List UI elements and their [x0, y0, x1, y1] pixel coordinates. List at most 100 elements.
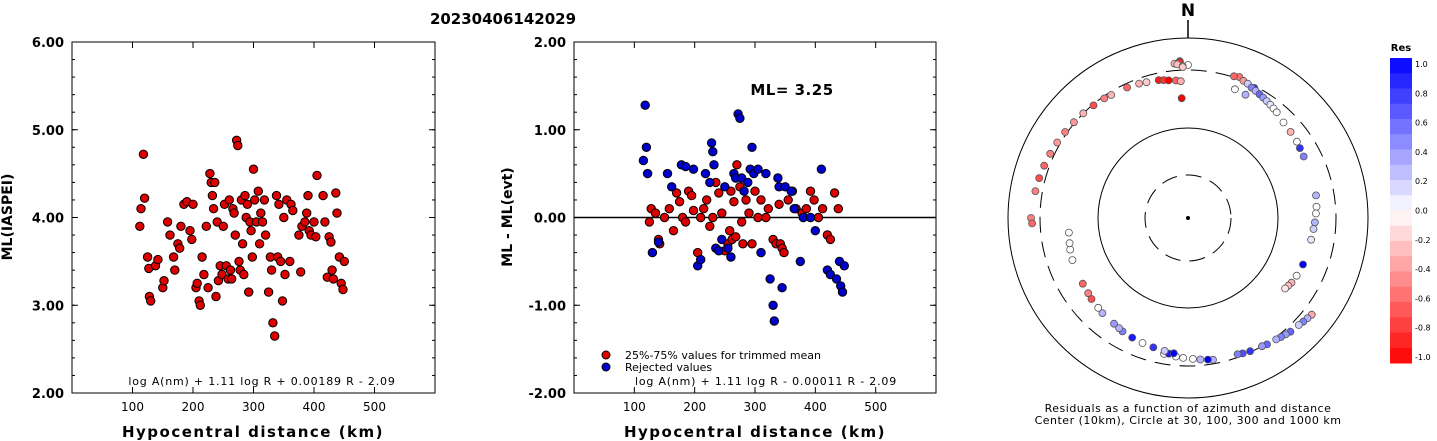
- residual-point: [1040, 161, 1049, 170]
- ring-300km: [1039, 69, 1337, 367]
- scatter-point-1-0: [175, 243, 185, 253]
- scatter-point-1-0: [199, 269, 209, 280]
- scatter-point-1-0: [187, 234, 197, 245]
- scatter-point-1-0: [176, 221, 186, 232]
- scatter-point-1-0: [294, 230, 304, 240]
- scatter-point-1-0: [185, 226, 195, 236]
- scatter-point-1-0: [303, 190, 313, 201]
- scatter-point-1-0: [136, 204, 146, 214]
- residual-point: [1246, 347, 1254, 356]
- scatter-point-1-0: [239, 269, 249, 280]
- residual-point: [1176, 77, 1185, 86]
- scatter-point-1-0: [263, 287, 274, 297]
- residual-point: [1196, 355, 1205, 364]
- scatter-point-2-0: [801, 204, 811, 214]
- scatter-point-2-1: [667, 182, 677, 192]
- scatter-point-2-1: [768, 300, 778, 310]
- colorbar-tick-label: 0.0: [1415, 207, 1428, 216]
- data-points-2: [638, 100, 849, 326]
- residual-point: [1149, 343, 1158, 352]
- scatter-point-2-1: [717, 234, 727, 245]
- scatter-point-2-1: [761, 168, 771, 179]
- polar-caption-line2: Center (10km), Circle at 30, 100, 300 an…: [1035, 414, 1342, 427]
- scatter-point-2-0: [774, 199, 784, 210]
- colorbar-cell: [1390, 164, 1412, 181]
- scatter-point-2-1: [756, 247, 766, 258]
- scatter-point-1-0: [338, 284, 348, 295]
- scatter-point-2-1: [747, 142, 757, 153]
- scatter-point-2-1: [777, 283, 787, 293]
- residual-point: [1100, 94, 1109, 103]
- scatter-point-1-0: [234, 256, 244, 267]
- residual-point: [1293, 137, 1301, 146]
- residual-point: [1068, 256, 1077, 265]
- residual-point: [1061, 128, 1069, 136]
- residual-point: [1296, 144, 1304, 153]
- scatter-point-2-1: [688, 164, 699, 174]
- figure-title: 20230406142029: [430, 10, 576, 28]
- scatter-point-1-0: [339, 256, 349, 267]
- scatter-point-2-0: [699, 204, 709, 214]
- scatter-point-1-0: [256, 208, 266, 218]
- colorbar-cell: [1390, 241, 1412, 257]
- colorbar: Res 1.0 0.8 0.6 0.4 0.2 0.0 -0.2 -0.4 -0.6 -0.8 -1…: [1390, 43, 1431, 364]
- y-tick-label-1: 5.00: [32, 124, 64, 139]
- scatter-point-1-0: [248, 164, 259, 174]
- panel-ml-residual: 100 200 300 400 500 -2.00 -1.00 0.00 1.00 2.00 ML…: [500, 36, 937, 441]
- scatter-point-1-0: [240, 190, 250, 201]
- scatter-point-1-0: [332, 208, 342, 218]
- x-tick-label-2: 200: [683, 400, 706, 414]
- scatter-point-2-1: [816, 164, 827, 174]
- x-tick-label-2: 500: [864, 400, 887, 414]
- colorbar-ticks: 1.0 0.8 0.6 0.4 0.2 0.0 -0.2 -0.4 -0.6 -0.8 -1.0: [1415, 60, 1431, 362]
- colorbar-cell: [1390, 58, 1412, 74]
- scatter-point-1-0: [208, 204, 219, 214]
- residual-point: [1110, 319, 1118, 328]
- epicenter-dot: [1186, 216, 1190, 220]
- scatter-point-1-0: [233, 140, 243, 151]
- residual-point: [1169, 349, 1178, 358]
- legend-marker-trimmed: [601, 350, 611, 360]
- x-tick-label-1: 500: [363, 400, 386, 414]
- y-axis-label-2: ML - ML(evt): [500, 167, 516, 266]
- scatter-point-2-1: [765, 274, 775, 284]
- scatter-point-1-0: [207, 190, 218, 201]
- scatter-point-1-0: [229, 208, 239, 218]
- residual-point: [1053, 138, 1062, 147]
- residual-point: [1272, 108, 1281, 117]
- y-tick-label-2: 0.00: [534, 212, 566, 227]
- scatter-point-2-0: [725, 226, 735, 236]
- residual-point: [1046, 149, 1055, 158]
- residual-point: [1230, 72, 1238, 81]
- x-tick-label-1: 300: [242, 400, 265, 414]
- scatter-point-1-0: [296, 267, 306, 277]
- colorbar-tick-label: 1.0: [1415, 60, 1428, 69]
- scatter-point-1-0: [205, 168, 215, 179]
- colorbar-tick-label: -0.8: [1415, 324, 1431, 333]
- scatter-point-1-0: [327, 265, 337, 275]
- scatter-point-2-1: [647, 247, 658, 258]
- scatter-point-2-1: [735, 113, 745, 124]
- scatter-point-1-0: [312, 170, 322, 181]
- colorbar-cell: [1390, 225, 1412, 242]
- scatter-point-1-0: [277, 296, 288, 306]
- residual-point: [1272, 335, 1281, 344]
- y-tick-label-2: 2.00: [534, 36, 566, 51]
- y-tick-label-2: 1.00: [534, 124, 566, 139]
- residual-point: [1070, 118, 1078, 127]
- residual-point: [1286, 127, 1295, 136]
- residual-point: [1312, 202, 1321, 211]
- colorbar-tick-label: 0.4: [1415, 148, 1428, 157]
- colorbar-tick-label: -1.0: [1415, 353, 1431, 362]
- scatter-point-1-0: [218, 221, 229, 232]
- residual-point: [1189, 354, 1197, 363]
- residual-point: [1065, 239, 1074, 248]
- scatter-point-2-0: [825, 234, 836, 245]
- scatter-point-1-0: [135, 221, 145, 232]
- residual-point: [1035, 174, 1044, 183]
- colorbar-title: Res: [1391, 43, 1411, 54]
- scatter-point-2-1: [720, 182, 730, 192]
- scatter-point-1-0: [266, 265, 277, 275]
- y-tick-label-2: -1.00: [529, 299, 566, 314]
- x-tick-label-1: 400: [303, 400, 326, 414]
